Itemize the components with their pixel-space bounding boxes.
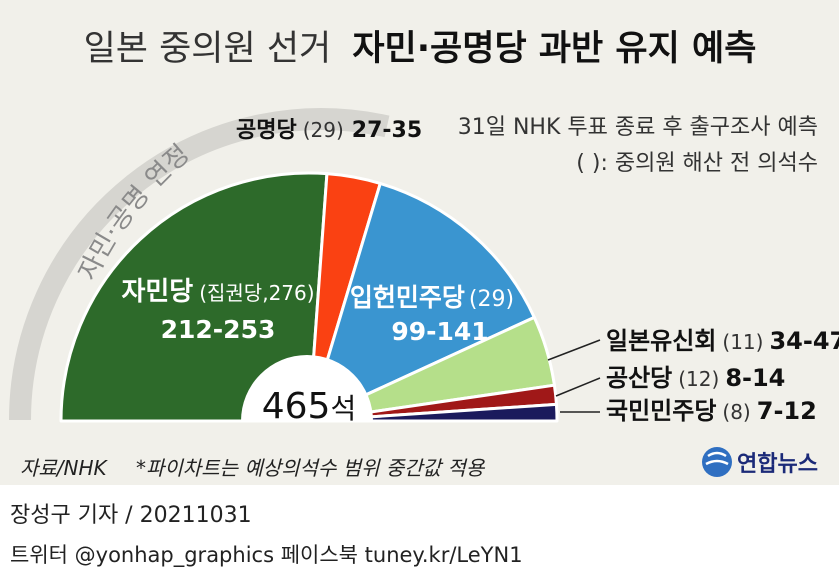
label-komeito-prior: (29) xyxy=(303,118,344,142)
label-cdp: 입헌민주당 (29) xyxy=(350,283,514,312)
total-unit: 석 xyxy=(330,392,356,425)
label-ldp-name: 자민당 xyxy=(121,277,193,307)
label-jcp-name: 공산당 xyxy=(606,364,672,392)
label-ishin: 일본유신회 (11) 34-47 xyxy=(606,327,839,355)
label-ishin-name: 일본유신회 xyxy=(606,327,716,355)
slice-cdp xyxy=(307,181,536,423)
label-ldp-prior: (집권당,276) xyxy=(199,281,314,305)
label-dpfp-name: 국민민주당 xyxy=(606,397,716,425)
social-credit: 트위터 @yonhap_graphics 페이스북 tuney.kr/LeYN1 xyxy=(10,543,523,567)
label-jcp-prior: (12) xyxy=(678,367,719,391)
exit-poll-note: 31일 NHK 투표 종료 후 출구조사 예측 xyxy=(458,115,818,140)
credit-area xyxy=(0,485,839,573)
seat-chart: 일본 중의원 선거 자민·공명당 과반 유지 예측 31일 NHK 투표 종료 … xyxy=(9,29,839,480)
label-cdp-name: 입헌민주당 xyxy=(350,283,465,312)
reporter-credit: 장성구 기자 / 20211031 xyxy=(10,503,252,528)
headline: 일본 중의원 선거 자민·공명당 과반 유지 예측 xyxy=(84,29,757,69)
label-dpfp: 국민민주당 (8) 7-12 xyxy=(606,397,817,425)
label-dpfp-range: 7-12 xyxy=(757,397,817,425)
source: 자료/NHK xyxy=(20,456,109,480)
label-cdp-prior: (29) xyxy=(469,287,514,312)
label-ishin-range: 34-47 xyxy=(769,327,839,355)
label-dpfp-prior: (8) xyxy=(722,400,750,424)
label-ishin-prior: (11) xyxy=(722,330,763,354)
headline-regular: 일본 중의원 선거 xyxy=(84,29,332,69)
label-jcp: 공산당 (12) 8-14 xyxy=(606,364,785,392)
leader-jcp xyxy=(555,377,601,397)
headline-bold: 자민·공명당 과반 유지 예측 xyxy=(352,29,756,69)
leader-ishin xyxy=(547,339,601,361)
label-ldp-range: 212-253 xyxy=(161,315,276,344)
footnote: *파이차트는 예상의석수 범위 중간값 적용 xyxy=(136,456,486,480)
slice-ldp xyxy=(59,171,329,423)
yonhap-logo: 연합뉴스 xyxy=(702,447,818,477)
pie-slices xyxy=(59,171,559,423)
label-komeito: 공명당 (29) 27-35 xyxy=(236,118,422,143)
center-hole xyxy=(241,355,373,421)
label-komeito-name: 공명당 xyxy=(236,118,297,143)
parenthesis-note: ( ): 중의원 해산 전 의석수 xyxy=(576,151,818,176)
total-number: 465 xyxy=(262,386,331,427)
label-cdp-range: 99-141 xyxy=(391,317,488,346)
label-komeito-range: 27-35 xyxy=(352,118,422,143)
logo-text: 연합뉴스 xyxy=(737,451,818,477)
total-seats-label: 465석 xyxy=(262,386,356,427)
label-ldp: 자민당 (집권당,276) xyxy=(121,277,314,307)
label-jcp-range: 8-14 xyxy=(725,364,785,392)
coalition-band xyxy=(9,108,390,421)
